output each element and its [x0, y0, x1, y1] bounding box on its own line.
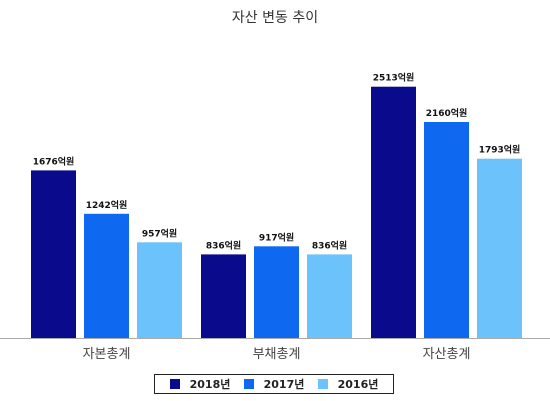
legend-item-2: 2017년 [243, 376, 305, 392]
data-label-1-3: 957억원 [142, 227, 177, 239]
legend-label-2: 2017년 [263, 378, 305, 391]
data-label-3-3: 1793억원 [479, 144, 521, 156]
data-label-3-2: 2160억원 [426, 107, 468, 119]
bar-3-1 [371, 86, 416, 338]
data-label-2-1: 836억원 [206, 239, 241, 251]
legend-swatch-3 [317, 379, 328, 389]
legend-swatch-2 [243, 379, 254, 389]
data-label-2-3: 836억원 [312, 239, 347, 251]
legend-item-3: 2016년 [317, 376, 379, 392]
data-label-1-2: 1242억원 [86, 199, 128, 211]
data-label-3-1: 2513억원 [373, 72, 415, 84]
data-label-2-2: 917억원 [259, 231, 294, 243]
chart-title: 자산 변동 추이 [231, 10, 319, 26]
x-tick-label-1: 자본총계 [83, 347, 131, 362]
legend-label-3: 2016년 [337, 378, 379, 391]
legend: 2018년 2017년 2016년 [154, 374, 394, 394]
legend-label-1: 2018년 [189, 378, 231, 391]
bar-1-2 [84, 213, 129, 338]
legend-swatch-1 [169, 379, 180, 389]
bar-1-1 [31, 170, 76, 338]
bar-2-2 [254, 246, 299, 338]
data-label-1-1: 1676억원 [33, 155, 75, 167]
bar-3-2 [424, 122, 469, 338]
bar-2-3 [307, 254, 352, 338]
bar-1-3 [137, 242, 182, 338]
x-tick-label-2: 부채총계 [253, 347, 301, 362]
x-tick-label-3: 자산총계 [423, 347, 471, 362]
legend-item-1: 2018년 [169, 376, 231, 392]
bar-2-1 [201, 254, 246, 338]
bar-3-3 [477, 158, 522, 338]
